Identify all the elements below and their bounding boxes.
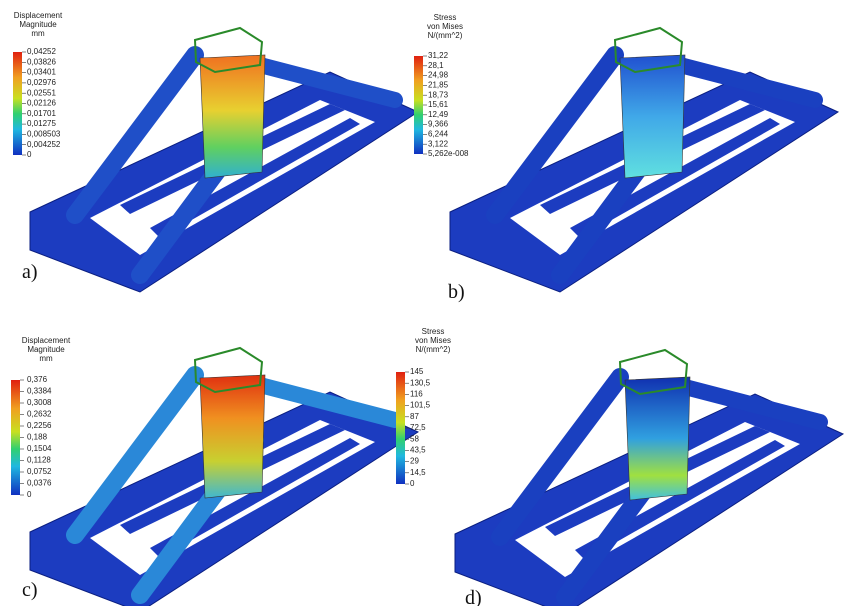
colorbar (396, 372, 405, 484)
tick-label: 0,188 (27, 433, 48, 442)
tick-label: 58 (410, 434, 419, 443)
tick-label: 101,5 (410, 401, 431, 410)
block (620, 55, 685, 178)
tick-label: 9,366 (428, 120, 449, 129)
tick-label: 0,02126 (27, 99, 56, 108)
legend-title: von Mises (427, 22, 463, 31)
colorbar (11, 380, 20, 495)
block (200, 375, 265, 498)
tick-label: 0 (410, 479, 415, 488)
colorbar (414, 56, 423, 154)
tick-label: 0,1504 (27, 444, 52, 453)
panel-label: a) (22, 261, 38, 283)
tick-label: 72,5 (410, 423, 426, 432)
tick-label: 0,376 (27, 375, 48, 384)
colorbar (13, 52, 22, 155)
legend-title: Magnitude (19, 20, 57, 29)
block (200, 55, 265, 178)
tick-label: 0,0376 (27, 479, 52, 488)
tick-label: 14,5 (410, 468, 426, 477)
legend-title: mm (39, 354, 53, 363)
tick-label: 0,01275 (27, 119, 56, 128)
legend-title: Stress (422, 327, 445, 336)
tick-label: 0 (27, 490, 32, 499)
panel (450, 28, 838, 292)
tick-label: 18,73 (428, 90, 449, 99)
tick-label: 0,02976 (27, 78, 56, 87)
legend-title: Displacement (22, 336, 71, 345)
tick-label: 0,1128 (27, 456, 51, 465)
legend-title: Stress (434, 13, 457, 22)
tick-label: 0,04252 (27, 47, 56, 56)
tick-label: 12,49 (428, 110, 449, 119)
legend-title: N/(mm^2) (428, 31, 463, 40)
legend-title: N/(mm^2) (416, 345, 451, 354)
tick-label: 28,1 (428, 61, 444, 70)
tick-label: 5,262e-008 (428, 149, 469, 158)
panel-label: b) (448, 281, 465, 303)
panel (455, 350, 843, 606)
tick-label: 116 (410, 390, 423, 399)
tick-label: 0,03826 (27, 57, 56, 66)
tick-label: 31,22 (428, 51, 449, 60)
tick-label: 0,2256 (27, 421, 52, 430)
tick-label: 43,5 (410, 446, 426, 455)
legend-title: Magnitude (27, 345, 65, 354)
tick-label: 21,85 (428, 81, 449, 90)
tick-label: 24,98 (428, 71, 449, 80)
tick-label: 87 (410, 412, 419, 421)
panel (30, 28, 418, 292)
tick-label: 145 (410, 367, 424, 376)
block (625, 377, 690, 500)
legend-title: Displacement (14, 11, 63, 20)
tick-label: 29 (410, 457, 419, 466)
tick-label: 0,008503 (27, 130, 61, 139)
tick-label: 0,2632 (27, 410, 52, 419)
tick-label: 0 (27, 150, 32, 159)
tick-label: 0,02551 (27, 88, 56, 97)
panel-label: d) (465, 587, 482, 606)
legend-title: mm (31, 29, 45, 38)
tick-label: 0,03401 (27, 68, 56, 77)
panel-label: c) (22, 579, 38, 601)
tick-label: 15,61 (428, 100, 449, 109)
panel (30, 348, 418, 606)
tick-label: 3,122 (428, 139, 449, 148)
tick-label: 0,0752 (27, 467, 52, 476)
legend-title: von Mises (415, 336, 451, 345)
tick-label: 0,3384 (27, 387, 52, 396)
tick-label: 130,5 (410, 378, 431, 387)
tick-label: 0,01701 (27, 109, 56, 118)
tick-label: 0,004252 (27, 140, 61, 149)
tick-label: 6,244 (428, 130, 449, 139)
figure: DisplacementMagnitudemm0,042520,038260,0… (0, 0, 847, 606)
tick-label: 0,3008 (27, 398, 52, 407)
